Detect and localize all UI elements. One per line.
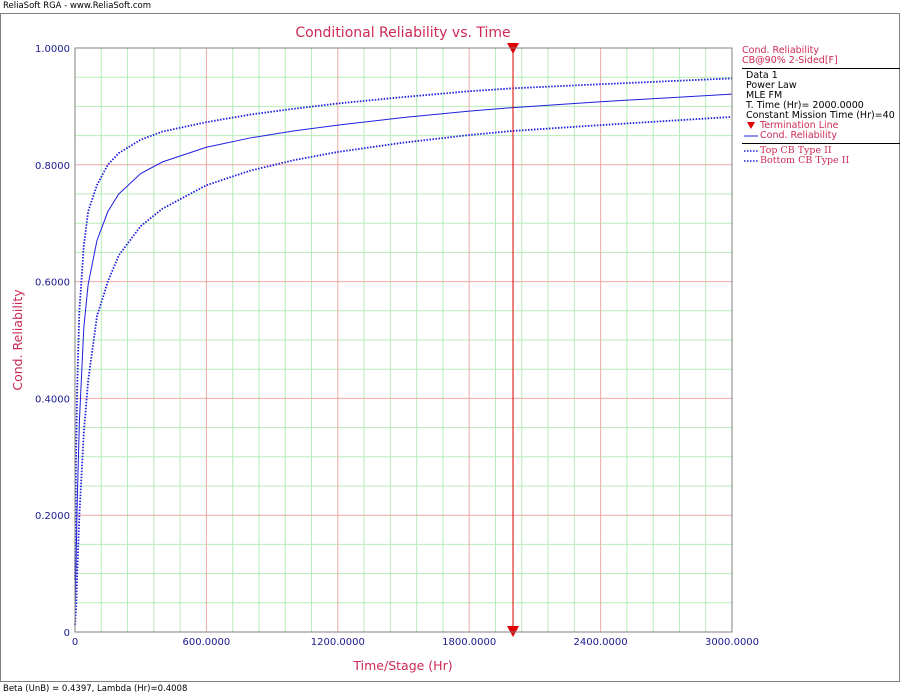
legend-data-name: Data 1 (746, 70, 778, 81)
series-top-cb-type-ii (74, 77, 733, 580)
y-tick-labels: 0 0.2000 0.4000 0.6000 0.8000 1.0000 (35, 44, 70, 639)
legend-item-label: Cond. Reliability (760, 130, 837, 141)
chart-canvas: 0 600.0000 1200.0000 1800.0000 2400.0000 3000… (10, 25, 759, 673)
x-tick-labels: 0 600.0000 1200.0000 1800.0000 2400.0000 3000… (72, 637, 759, 648)
legend-method: MLE FM (746, 90, 783, 101)
dotted-line-icon (744, 160, 758, 162)
x-tick-label: 0 (72, 637, 78, 648)
legend-mission-time: Constant Mission Time (Hr)=40 (746, 110, 895, 121)
y-axis-label: Cond. Reliability (10, 289, 25, 391)
legend-model: Power Law (746, 80, 797, 91)
legend-header-line1: Cond. Reliability (742, 45, 819, 56)
legend-item-top-cb: Top CB Type II (742, 146, 900, 156)
plot-series (74, 77, 733, 626)
legend-header-line2: CB@90% 2-Sided[F] (742, 55, 838, 66)
legend-item-label: Termination Line (760, 120, 839, 131)
chart-title: Conditional Reliability vs. Time (295, 25, 510, 41)
solid-line-icon (744, 135, 758, 137)
minor-grid (75, 48, 732, 632)
x-tick-label: 1800.0000 (442, 637, 496, 648)
legend-divider (742, 143, 900, 144)
legend-item-bottom-cb: Bottom CB Type II (742, 156, 900, 166)
legend: Cond. Reliability CB@90% 2-Sided[F] Data… (742, 46, 900, 166)
legend-divider (742, 68, 900, 69)
legend-term-time: T. Time (Hr)= 2000.0000 (746, 100, 864, 111)
footer-bar: Beta (UnB) = 0.4397, Lambda (Hr)=0.4008 (0, 681, 900, 695)
legend-item-label: Top CB Type II (760, 145, 832, 156)
x-tick-label: 3000.0000 (705, 637, 759, 648)
y-tick-label: 0.4000 (35, 394, 70, 405)
x-axis-label: Time/Stage (Hr) (352, 658, 452, 673)
x-tick-label: 1200.0000 (311, 637, 365, 648)
series-bottom-cb-type-ii (74, 116, 733, 626)
x-tick-label: 2400.0000 (574, 637, 628, 648)
plot-border (74, 47, 733, 633)
y-tick-label: 0.6000 (35, 278, 70, 289)
legend-item-cond-reliability: Cond. Reliability (742, 131, 900, 141)
footer-text: Beta (UnB) = 0.4397, Lambda (Hr)=0.4008 (3, 684, 188, 694)
y-tick-label: 1.0000 (35, 44, 70, 55)
x-tick-label: 600.0000 (183, 637, 231, 648)
header-text: ReliaSoft RGA - www.ReliaSoft.com (3, 1, 152, 11)
series-cond-reliability (74, 93, 733, 611)
triangle-down-icon (747, 122, 755, 129)
y-tick-label: 0.2000 (35, 511, 70, 522)
y-tick-label: 0 (64, 628, 70, 639)
dotted-line-icon (744, 150, 758, 152)
header-bar: ReliaSoft RGA - www.ReliaSoft.com (0, 0, 900, 14)
legend-item-termination: Termination Line (742, 121, 900, 131)
y-tick-label: 0.8000 (35, 161, 70, 172)
major-grid (75, 48, 732, 632)
legend-item-label: Bottom CB Type II (760, 155, 850, 166)
